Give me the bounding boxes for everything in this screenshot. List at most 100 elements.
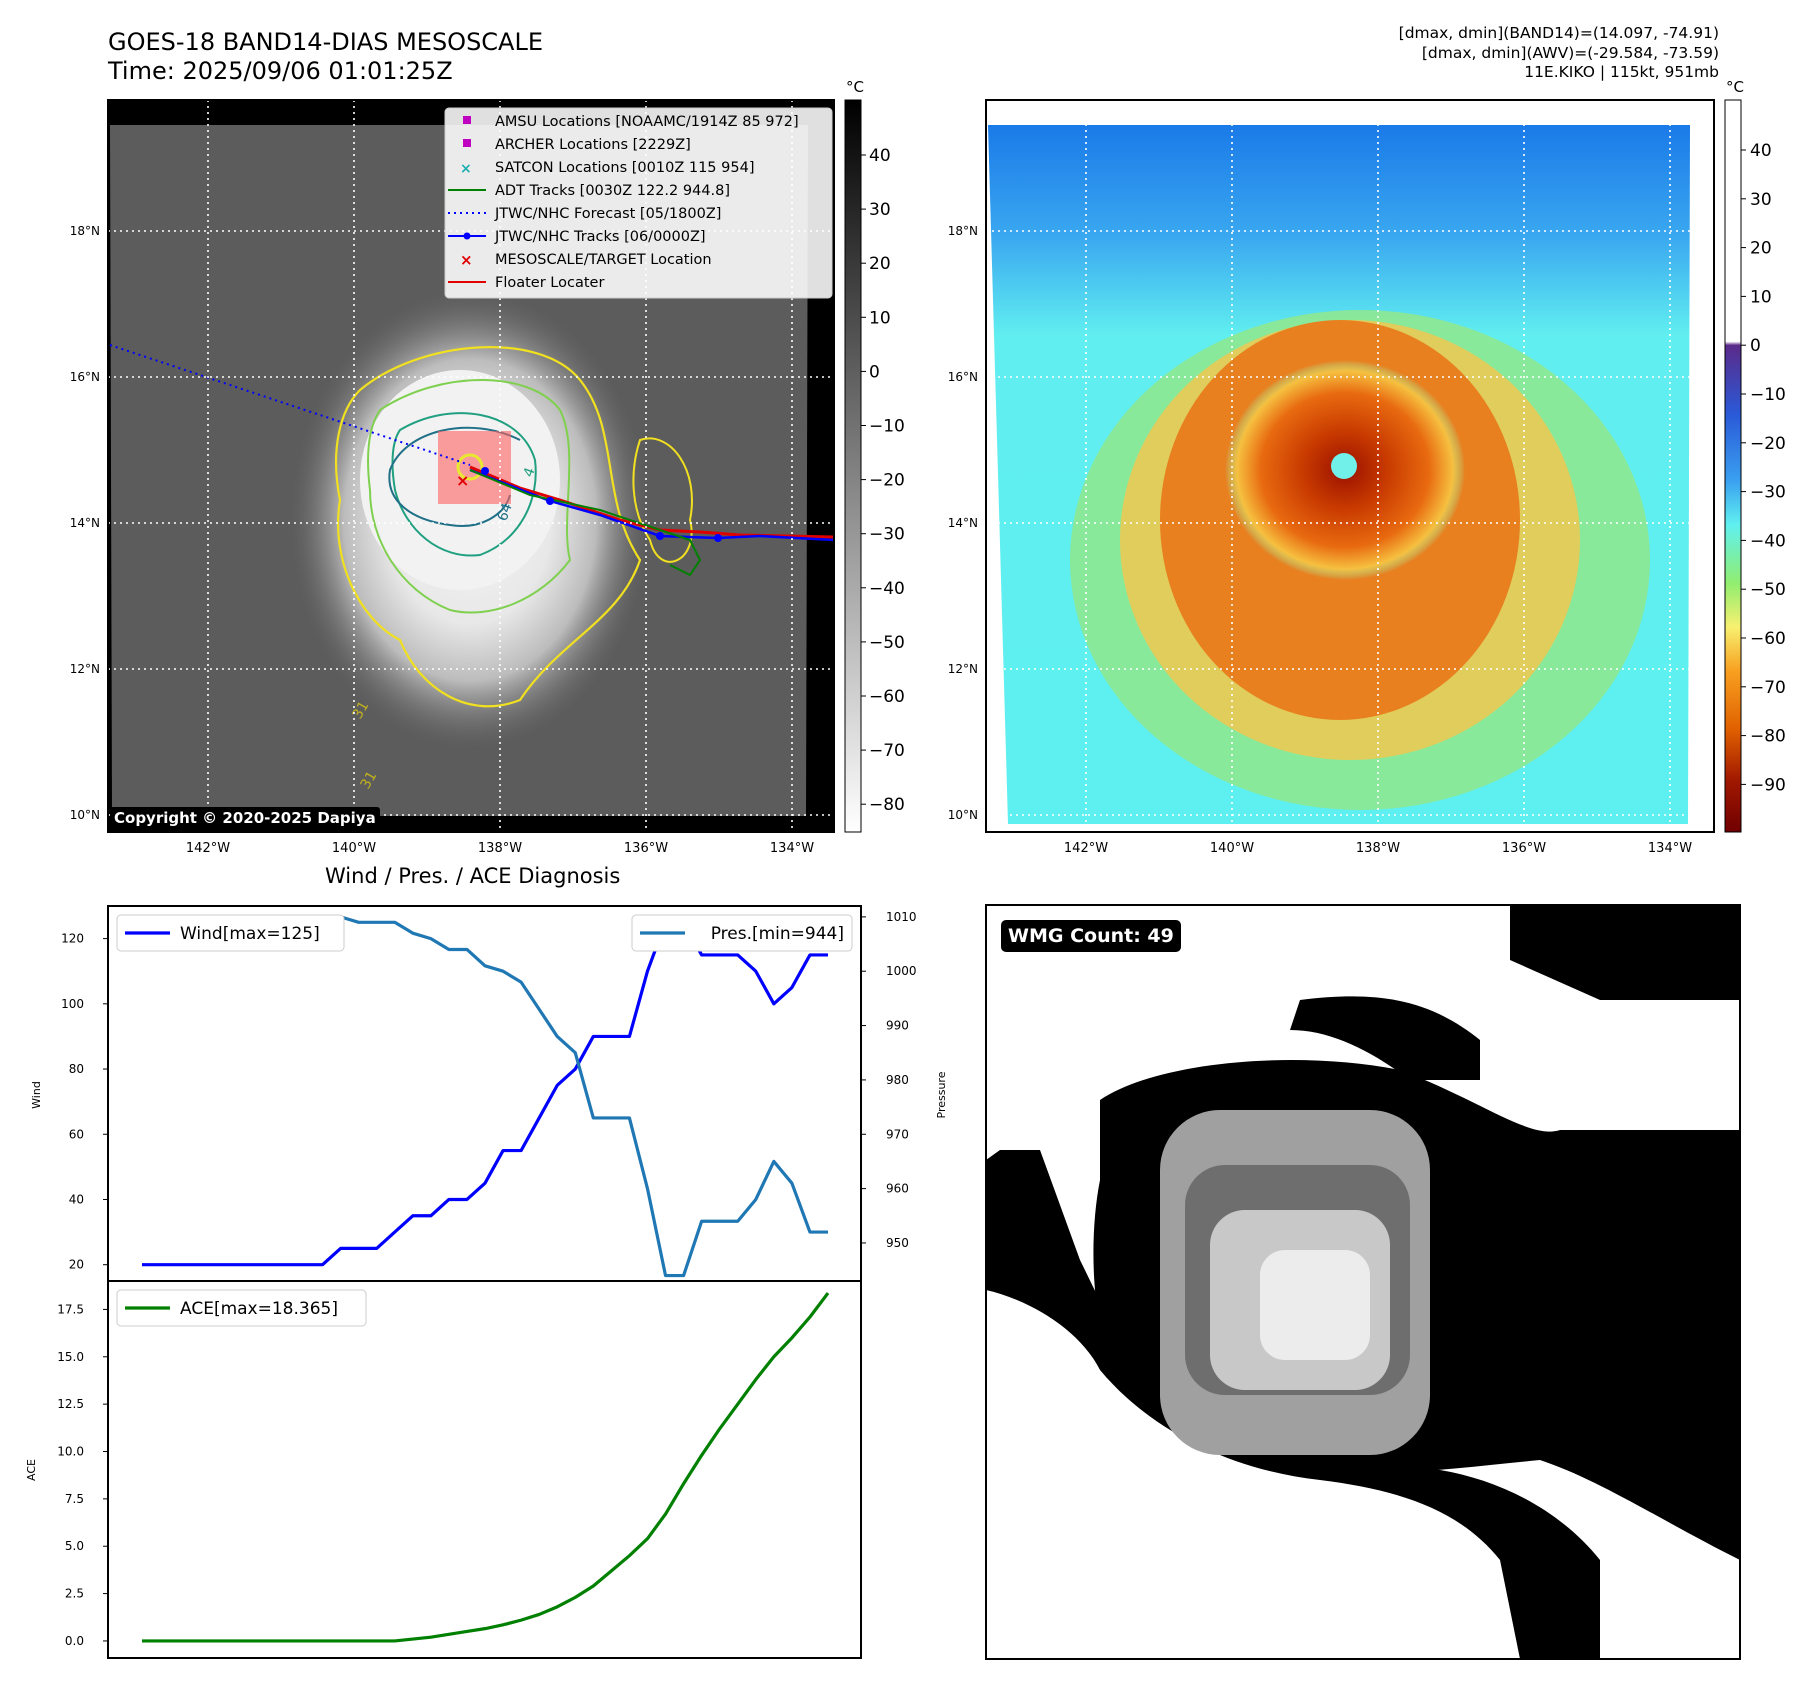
pressure-ytick-label: 950 <box>886 1236 909 1250</box>
awv-colorbar-tick-label: 10 <box>1750 287 1772 307</box>
ace-ytick-label: 7.5 <box>65 1492 84 1506</box>
ir-colorbar-tick-label: −40 <box>869 579 905 599</box>
ir-lat-label: 18°N <box>70 224 100 238</box>
pressure-ytick-label: 970 <box>886 1127 909 1141</box>
legend-marker-satcon: × <box>460 161 472 177</box>
ir-legend-box <box>444 107 833 299</box>
awv-lat-label: 18°N <box>948 224 978 238</box>
awv-colorbar-tick-label: −40 <box>1750 531 1786 551</box>
wind-legend-label: Wind[max=125] <box>180 924 320 944</box>
ir-contour-teal <box>391 412 537 557</box>
ace-ytick-label: 15.0 <box>57 1350 84 1364</box>
awv-lat-labels: 18°N 16°N 14°N 12°N 10°N <box>948 224 978 822</box>
awv-colorbar-ticks: 40 30 20 10 0 −10 −20 −30 −40 −50 −60 −70 −80 −90 <box>1741 141 1786 795</box>
ir-lon-label: 136°W <box>624 841 668 856</box>
awv-lat-label: 14°N <box>948 516 978 530</box>
awv-image-panel <box>986 100 1714 832</box>
wmg-dark-top <box>1510 905 1740 1000</box>
ir-colorbar-tick-label: −80 <box>869 795 905 815</box>
awv-gridlines <box>986 100 1714 832</box>
ir-colorbar-tick-label: 0 <box>869 362 880 382</box>
pressure-legend-box <box>631 914 853 952</box>
info-line-3: 11E.KIKO | 115kt, 951mb <box>1524 63 1719 81</box>
ir-lat-label: 10°N <box>70 808 100 822</box>
ace-chart: 0.0 2.5 5.0 7.5 10.0 12.5 15.0 17.5 ACE ACE[max… <box>25 1280 862 1659</box>
ir-colorbar-tick-label: −20 <box>869 471 905 491</box>
awv-lat-label: 16°N <box>948 370 978 384</box>
wind-axis-label: Wind <box>30 1081 43 1109</box>
legend-label-target: MESOSCALE/TARGET Location <box>495 252 712 268</box>
ir-lat-label: 16°N <box>70 370 100 384</box>
legend-label-floater: Floater Locater <box>495 275 604 291</box>
ir-colorbar-tick-label: 30 <box>869 200 891 220</box>
ir-contour-yellow <box>334 346 642 708</box>
ir-lon-label: 134°W <box>770 841 814 856</box>
info-line-2: [dmax, dmin](AWV)=(-29.584, -73.59) <box>1421 43 1719 62</box>
ace-yticks: 0.0 2.5 5.0 7.5 10.0 12.5 15.0 17.5 <box>57 1302 108 1648</box>
ir-colorbar-tick-label: 20 <box>869 254 891 274</box>
ace-ytick-label: 17.5 <box>57 1302 84 1316</box>
pressure-ytick-label: 960 <box>886 1182 909 1196</box>
awv-lon-label: 136°W <box>1502 841 1546 856</box>
legend-marker-target: × <box>460 251 473 269</box>
wmg-dark-arc <box>1290 996 1480 1080</box>
wind-ytick-label: 120 <box>61 932 84 946</box>
jtwc-track-point <box>481 467 489 475</box>
legend-label-archer: ARCHER Locations [2229Z] <box>495 137 691 153</box>
legend-marker-archer <box>463 139 471 147</box>
figure-title: GOES-18 BAND14-DIAS MESOSCALE Time: 2025… <box>108 28 543 86</box>
ir-lat-label: 12°N <box>70 662 100 676</box>
wind-plot-frame <box>107 905 862 1282</box>
awv-colorbar-unit: °C <box>1726 78 1744 96</box>
pressure-ytick-label: 1010 <box>886 910 917 924</box>
legend-label-amsu: AMSU Locations [NOAAMC/1914Z 85 972] <box>495 114 799 130</box>
ir-colorbar-tick-label: −70 <box>869 741 905 761</box>
wmg-count-badge: WMG Count: 49 <box>1001 920 1181 952</box>
ace-ytick-label: 10.0 <box>57 1445 84 1459</box>
ace-ytick-label: 12.5 <box>57 1397 84 1411</box>
awv-colorbar-tick-label: −20 <box>1750 434 1786 454</box>
pressure-ytick-label: 980 <box>886 1073 909 1087</box>
contour-label-31b: 31 <box>358 769 381 792</box>
ace-ytick-label: 2.5 <box>65 1587 84 1601</box>
ir-colorbar-tick-label: −10 <box>869 417 905 437</box>
ir-colorbar-tick-label: 10 <box>869 308 891 328</box>
awv-colorbar-tick-label: −30 <box>1750 483 1786 503</box>
ace-legend-box <box>116 1289 367 1327</box>
awv-colorbar-tick-label: 20 <box>1750 239 1772 259</box>
awv-colorbar-tick-label: −90 <box>1750 775 1786 795</box>
awv-colorbar-tick-label: −70 <box>1750 678 1786 698</box>
jtwc-track-point <box>714 534 722 542</box>
wind-ytick-label: 20 <box>69 1258 84 1272</box>
awv-colorbar-tick-label: −50 <box>1750 580 1786 600</box>
title-line-2: Time: 2025/09/06 01:01:25Z <box>108 57 453 85</box>
ir-colorbar-tick-label: −50 <box>869 633 905 653</box>
ir-colorbar-tick-label: −60 <box>869 687 905 707</box>
contour-label-64: 64 <box>495 501 516 523</box>
ir-colorbar-ticks: 40 30 20 10 0 −10 −20 −30 −40 −50 −60 −70 −80 <box>861 146 905 815</box>
ace-ytick-label: 0.0 <box>65 1634 84 1648</box>
awv-lon-label: 142°W <box>1064 841 1108 856</box>
legend-label-jtwc: JTWC/NHC Tracks [06/0000Z] <box>494 229 706 245</box>
ir-contour-lightgreen <box>367 379 572 614</box>
contour-label-31a: 31 <box>350 699 373 722</box>
wind-ytick-label: 60 <box>69 1127 84 1141</box>
awv-lon-label: 140°W <box>1210 841 1254 856</box>
awv-lat-label: 10°N <box>948 808 978 822</box>
ir-contour-outer-band <box>632 437 693 563</box>
ir-lon-label: 138°W <box>478 841 522 856</box>
awv-colorbar <box>1724 99 1742 833</box>
wmg-eye <box>1260 1250 1370 1360</box>
pressure-yticks: 950 960 970 980 990 1000 1010 <box>861 910 917 1250</box>
ir-colorbar-tick-label: −30 <box>869 525 905 545</box>
ace-legend-label: ACE[max=18.365] <box>180 1299 338 1319</box>
diagnosis-title: Wind / Pres. / ACE Diagnosis <box>325 864 621 888</box>
ir-lon-labels: 142°W 140°W 138°W 136°W 134°W <box>186 841 814 856</box>
awv-lon-label: 138°W <box>1356 841 1400 856</box>
awv-colorbar-tick-label: 0 <box>1750 336 1761 356</box>
ir-colorbar-unit: °C <box>846 78 864 96</box>
legend-marker-jtwc-dot <box>463 232 471 240</box>
ir-legend: AMSU Locations [NOAAMC/1914Z 85 972] ARC… <box>444 107 833 299</box>
target-location-marker: × <box>456 471 469 490</box>
